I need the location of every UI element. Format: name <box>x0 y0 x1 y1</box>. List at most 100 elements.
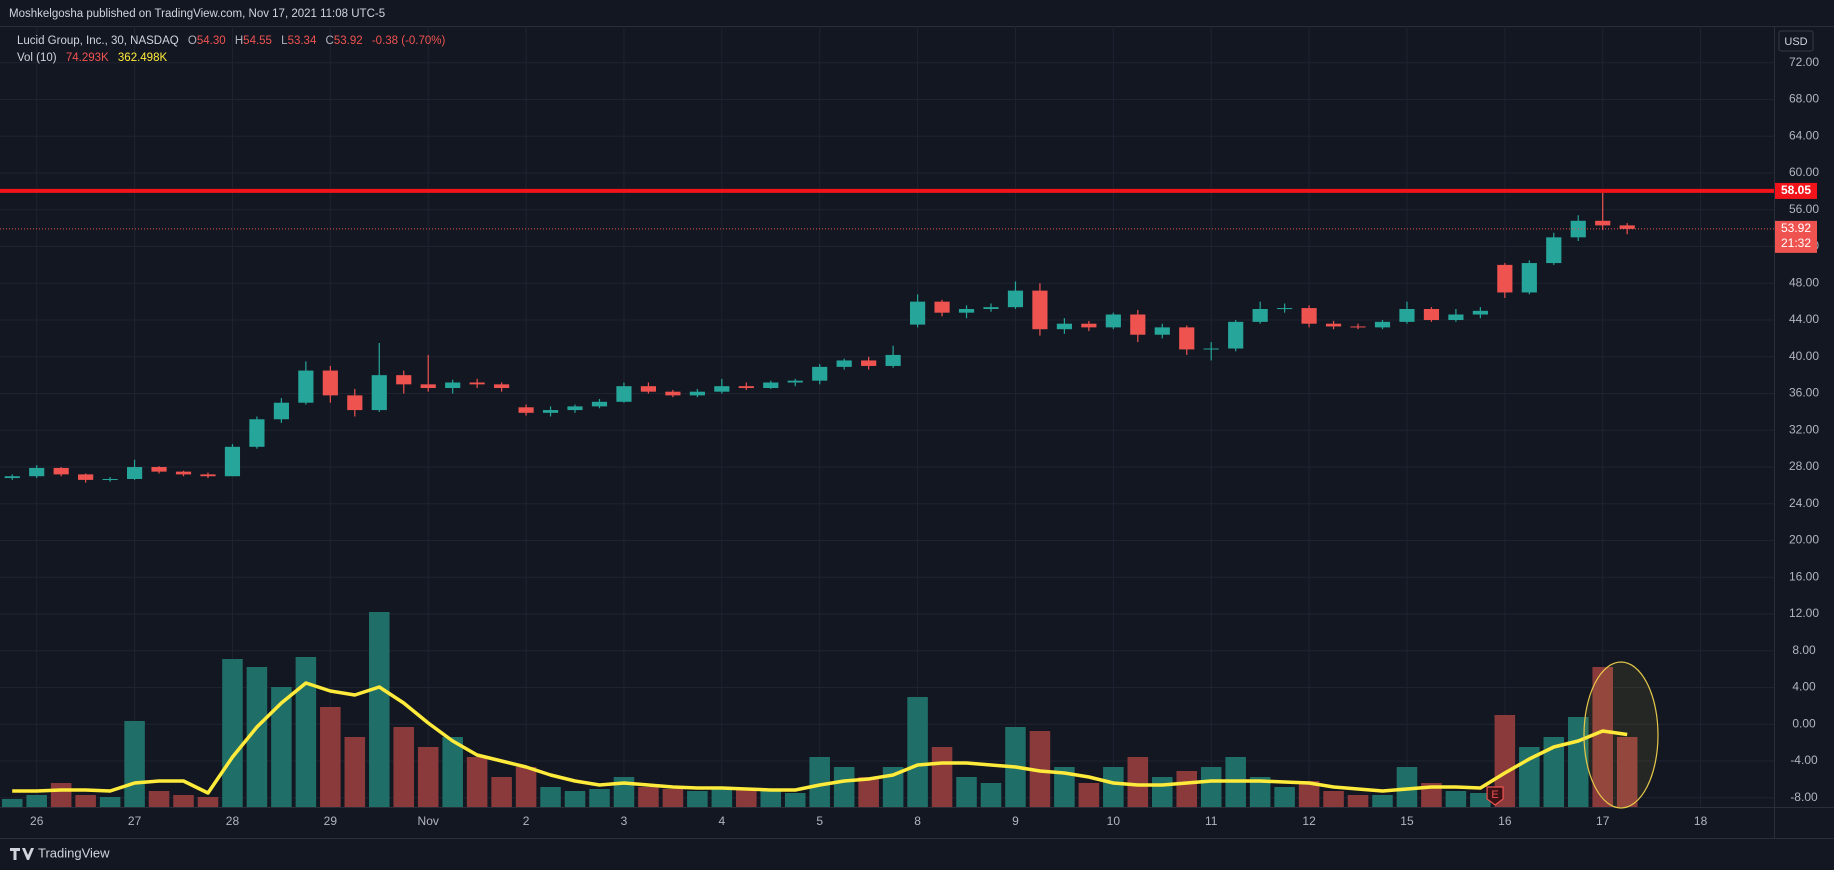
volume-bar <box>515 767 537 807</box>
x-tick-label: 10 <box>1107 814 1121 828</box>
last-price-label: 53.92 <box>1781 221 1811 235</box>
y-tick-label: 72.00 <box>1789 55 1819 69</box>
volume-bar <box>1274 787 1295 807</box>
candle-body <box>640 386 657 392</box>
change: -0.38 (-0.70%) <box>372 35 446 47</box>
x-tick-label: 27 <box>128 814 142 828</box>
candle-body <box>1252 308 1268 322</box>
candle-body <box>1472 310 1488 315</box>
grid <box>0 26 1774 807</box>
candle-body <box>1228 321 1244 349</box>
currency[interactable]: USD <box>1784 36 1807 48</box>
l-label: L <box>281 35 288 47</box>
volume-bar <box>1029 731 1051 807</box>
x-tick-label: 15 <box>1400 814 1414 828</box>
x-tick-label: 3 <box>621 814 628 828</box>
x-tick-label: 2 <box>523 814 530 828</box>
volume-bar <box>1078 783 1100 807</box>
volume-bar <box>271 687 292 807</box>
y-tick-label: 68.00 <box>1789 92 1819 106</box>
y-tick-label: -8.00 <box>1790 790 1818 804</box>
candle-body <box>567 406 583 411</box>
brand-name[interactable]: TradingView <box>38 845 110 860</box>
candle-body <box>102 478 118 480</box>
y-tick-label: 60.00 <box>1789 165 1819 179</box>
candle-body <box>1105 314 1121 328</box>
candle-body <box>861 360 877 366</box>
candle-body <box>885 354 901 366</box>
y-tick-label: 0.00 <box>1792 716 1816 730</box>
symbol: Lucid Group, Inc., 30, NASDAQ <box>17 35 179 47</box>
volume-bar <box>907 697 928 807</box>
y-tick-label: 56.00 <box>1789 202 1819 216</box>
y-tick-label: 8.00 <box>1792 643 1816 657</box>
candle-body <box>494 384 510 389</box>
x-tick-label: 17 <box>1596 814 1610 828</box>
volume-bar <box>736 789 757 807</box>
level-label-box <box>1775 182 1817 199</box>
volume-bar <box>295 657 317 807</box>
candle-body <box>910 301 926 325</box>
candle-body <box>787 380 803 383</box>
candle-body <box>738 386 754 389</box>
symbol-legend: Lucid Group, Inc., 30, NASDAQ O54.30 H54… <box>17 35 446 47</box>
y-tick-label: 24.00 <box>1789 496 1819 510</box>
candle-body <box>224 446 241 477</box>
x-tick-label: 9 <box>1012 814 1019 828</box>
last-price-box <box>1775 220 1817 253</box>
volume-bar <box>931 747 953 807</box>
candle-body <box>836 360 852 367</box>
candle-body <box>1130 314 1146 335</box>
volume-bar <box>589 789 610 807</box>
brand-logo[interactable] <box>10 848 34 860</box>
candle-body <box>665 391 681 396</box>
volume-bar <box>1127 757 1149 807</box>
candle-body <box>200 474 216 477</box>
volume-bar <box>417 747 439 807</box>
volume-bar <box>344 737 366 807</box>
volume-bar <box>75 795 96 807</box>
x-tick-label: 18 <box>1694 814 1708 828</box>
candle-body <box>1081 323 1097 328</box>
y-tick-label: 48.00 <box>1789 275 1819 289</box>
candle-body <box>1007 290 1024 308</box>
h-label: H <box>235 35 243 47</box>
volume-bar <box>711 787 733 807</box>
candle-body <box>1056 323 1072 330</box>
x-tick-label: Nov <box>418 814 439 828</box>
countdown: 21:32 <box>1781 236 1811 250</box>
volume-bar <box>26 795 47 807</box>
candle-body <box>1179 327 1195 350</box>
volume-bar <box>540 787 561 807</box>
volume-bar <box>99 797 121 807</box>
candle-body <box>1277 308 1293 310</box>
volume-bar <box>1494 715 1516 807</box>
brand[interactable]: TradingView <box>10 845 110 860</box>
volume-bar <box>491 777 512 807</box>
volume-bar <box>1592 667 1613 807</box>
x-tick-label: 5 <box>816 814 823 828</box>
candle-body <box>1350 326 1366 328</box>
candles <box>4 190 1635 483</box>
currency-box[interactable] <box>1778 30 1814 52</box>
x-tick-label: 28 <box>226 814 240 828</box>
volume-bar <box>1151 777 1173 807</box>
volume-bar <box>638 787 659 807</box>
volume-bar <box>124 721 145 807</box>
volume-bar <box>1298 781 1320 807</box>
y-tick-label: 32.00 <box>1789 422 1819 436</box>
volume-bar <box>1103 767 1124 807</box>
earnings-label: E <box>1491 789 1498 801</box>
candle-body <box>420 384 436 389</box>
vol-ma-value: 362.498K <box>118 52 168 64</box>
candle-body <box>934 301 950 313</box>
y-tick-label: 36.00 <box>1789 386 1819 400</box>
candle-body <box>1374 321 1391 328</box>
candle-body <box>1521 263 1537 293</box>
candle-body <box>1301 308 1317 324</box>
volume-bar <box>1176 771 1198 807</box>
volume-bar <box>246 667 268 807</box>
y-tick-label: 44.00 <box>1789 312 1819 326</box>
overlay: E <box>0 188 1774 806</box>
